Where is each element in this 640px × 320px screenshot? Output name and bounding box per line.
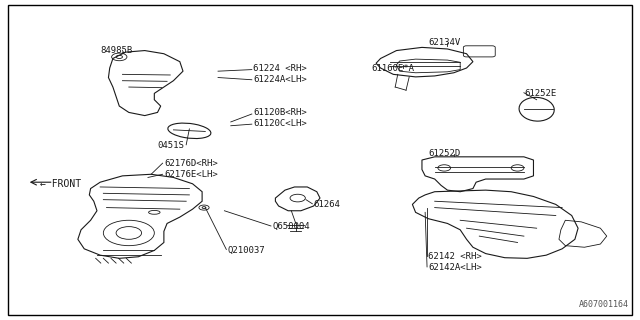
Text: A607001164: A607001164 <box>579 300 629 309</box>
Text: 61224A<LH>: 61224A<LH> <box>253 75 307 84</box>
Text: ← FRONT: ← FRONT <box>40 179 81 189</box>
Text: 62142 <RH>: 62142 <RH> <box>428 252 482 261</box>
Text: 84985B: 84985B <box>100 46 132 55</box>
Text: 61224 <RH>: 61224 <RH> <box>253 63 307 73</box>
Text: 61252D: 61252D <box>428 149 461 158</box>
Text: 62134V: 62134V <box>428 38 461 47</box>
Text: Q650004: Q650004 <box>272 222 310 231</box>
Text: 61120C<LH>: 61120C<LH> <box>253 119 307 128</box>
Text: 62142A<LH>: 62142A<LH> <box>428 263 482 272</box>
Text: 62176D<RH>: 62176D<RH> <box>164 159 218 168</box>
Text: Q210037: Q210037 <box>228 246 265 255</box>
Text: 61264: 61264 <box>314 200 340 209</box>
Text: 61252E: 61252E <box>524 89 556 98</box>
Text: 61160E*A: 61160E*A <box>371 63 414 73</box>
Text: 62176E<LH>: 62176E<LH> <box>164 170 218 179</box>
Text: 0451S: 0451S <box>157 141 184 150</box>
Text: 61120B<RH>: 61120B<RH> <box>253 108 307 117</box>
